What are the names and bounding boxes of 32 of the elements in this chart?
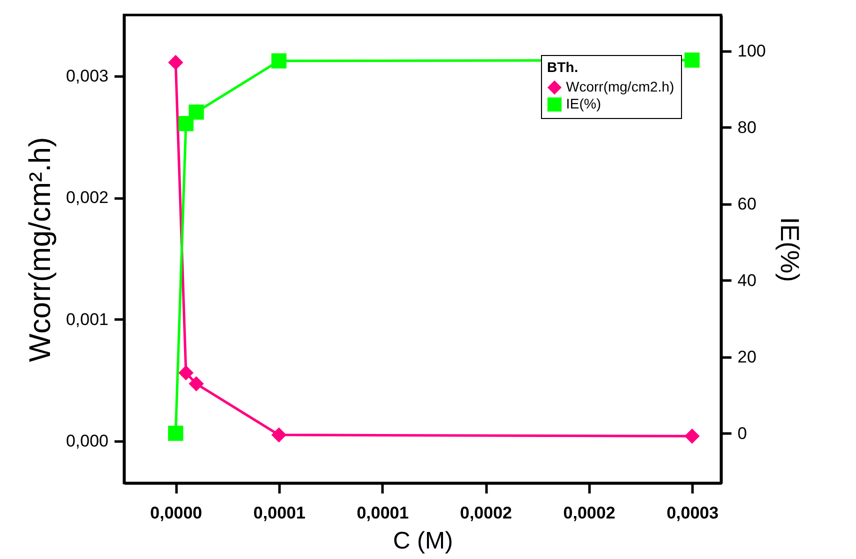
y-tick-label: 0,000 [66, 432, 108, 451]
point [188, 376, 204, 392]
point [178, 365, 194, 380]
y2-axis-title: IE(%) [774, 217, 805, 282]
point [168, 54, 184, 70]
point [684, 52, 700, 68]
point [684, 428, 700, 444]
legend-label: Wcorr(mg/cm2.h) [566, 78, 674, 94]
x-tick-label: 0,0003 [666, 504, 719, 522]
y2-tick-label: 80 [738, 118, 756, 137]
y2-tick-label: 40 [738, 270, 756, 290]
y-tick-label: 0,002 [66, 188, 108, 208]
x-tick-label: 0,0002 [563, 504, 616, 522]
x-tick-label: 0,0001 [253, 504, 306, 522]
point [168, 426, 184, 441]
x-axis-title: C (M) [393, 528, 453, 554]
x-tick-label: 0,0001 [356, 504, 409, 522]
point [178, 116, 194, 132]
y2-tick-label: 20 [738, 347, 756, 366]
y-tick-label: 0,003 [66, 66, 108, 86]
y-tick-label: 0,001 [66, 310, 108, 329]
legend-title: BTh. [547, 59, 578, 75]
point [271, 53, 287, 68]
legend-label: IE(%) [566, 96, 601, 112]
y2-tick-label: 60 [738, 194, 756, 214]
point [271, 427, 287, 443]
y-axis-title: Wcorr(mg/cm².h) [24, 137, 57, 362]
x-tick-label: 0,0002 [460, 504, 512, 522]
y2-tick-label: 100 [738, 41, 766, 60]
y2-tick-label: 0 [738, 424, 747, 443]
point [188, 104, 204, 120]
x-tick-label: 0,0000 [150, 504, 202, 522]
